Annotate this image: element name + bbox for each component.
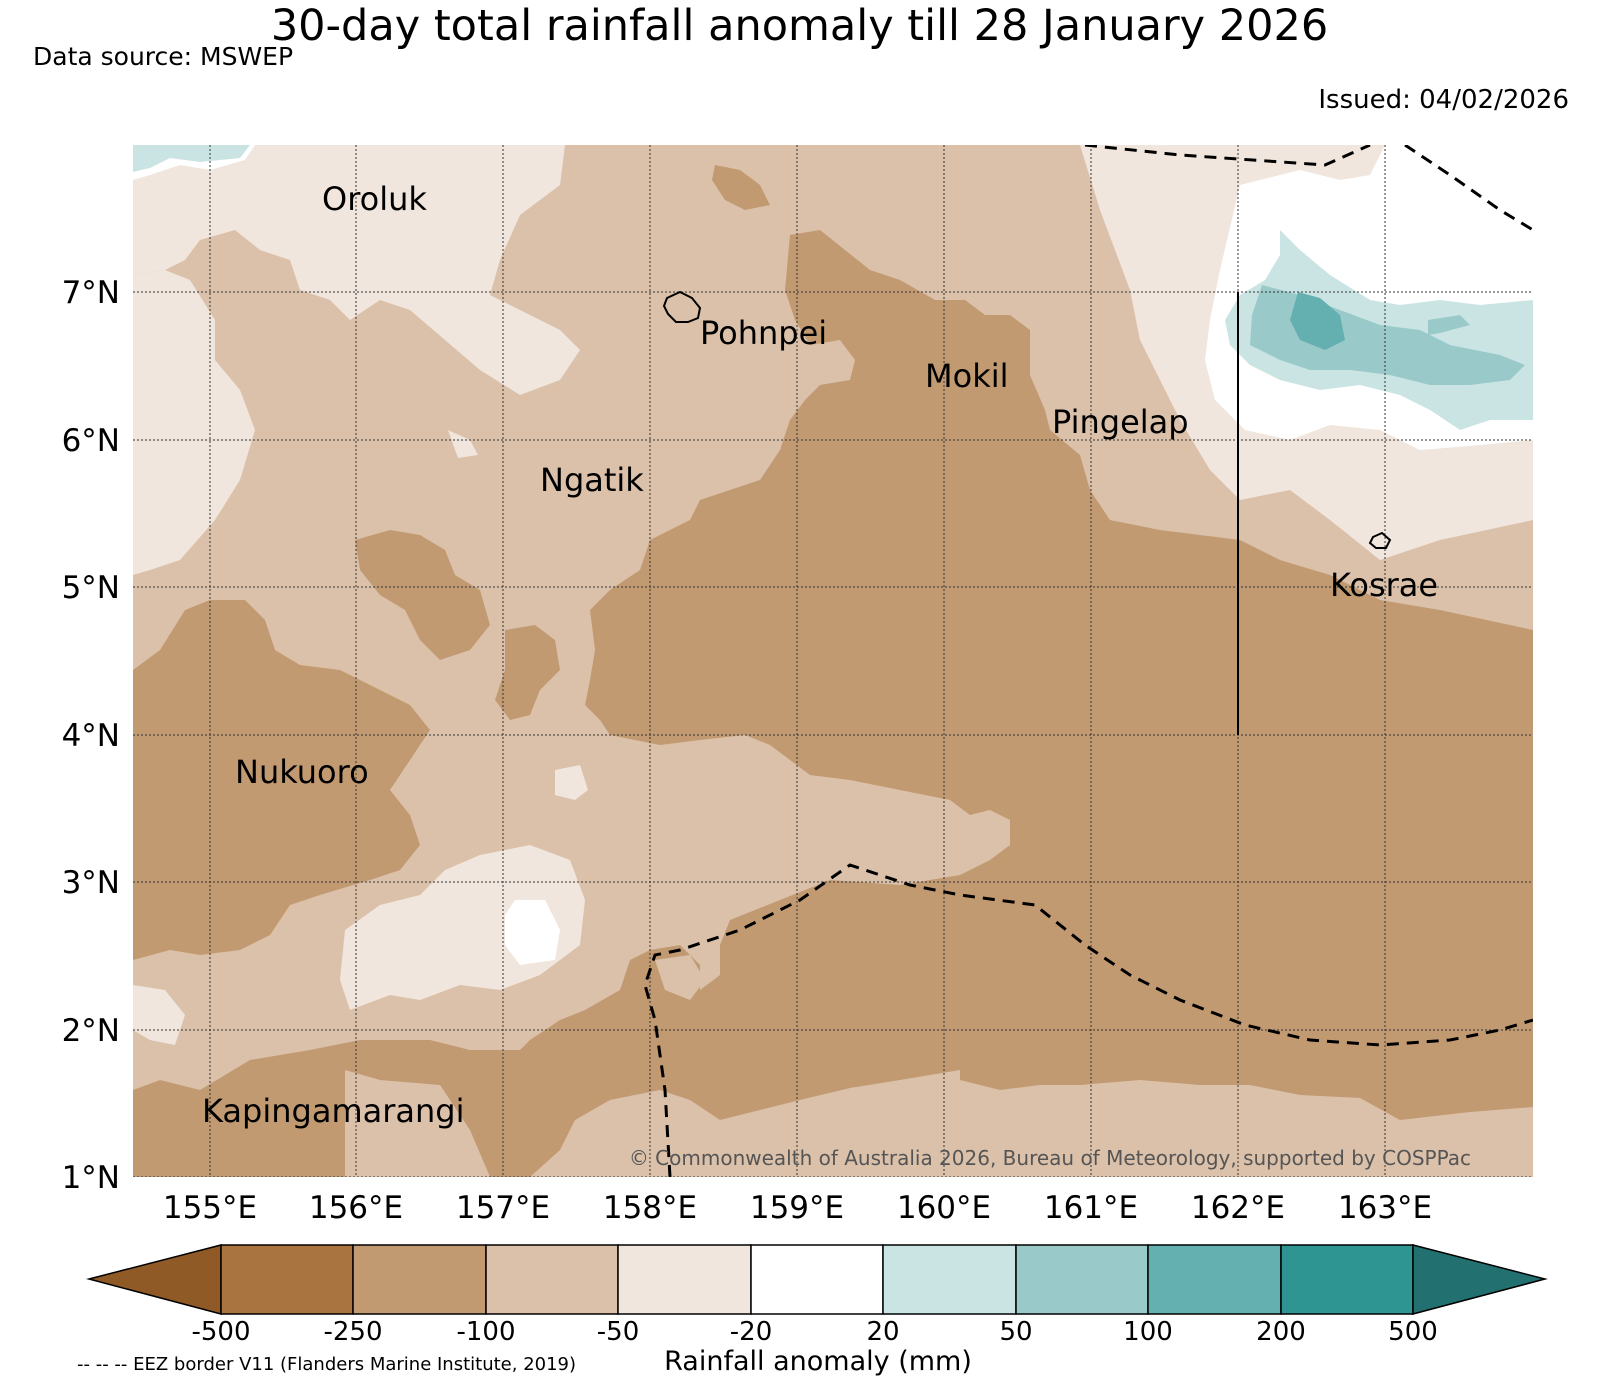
- place-labels: Oroluk Pohnpei Mokil Pingelap Ngatik Kos…: [202, 180, 1438, 1130]
- lat-label: 4°N: [62, 718, 120, 754]
- anomaly-zone-m20-west: [133, 270, 255, 575]
- colorbar-swatch: [882, 1244, 1017, 1315]
- anomaly-zone-m100-south-small: [193, 1120, 230, 1165]
- colorbar-swatch: [220, 1244, 354, 1315]
- lon-label: 160°E: [897, 1190, 991, 1226]
- lat-label: 2°N: [62, 1013, 120, 1049]
- place-label-kapingamarangi: Kapingamarangi: [202, 1092, 464, 1130]
- colorbar-title: Rainfall anomaly (mm): [664, 1346, 972, 1377]
- anomaly-zone-100-ne-b: [1428, 315, 1470, 335]
- eez-legend-note: -- -- -- EEZ border V11 (Flanders Marine…: [77, 1354, 576, 1375]
- colorbar-ticks: -500 -250 -100 -50 -20 20 50 100 200 500: [191, 1317, 1437, 1347]
- place-label-oroluk: Oroluk: [322, 180, 427, 218]
- colorbar-tick-label: 100: [1123, 1317, 1173, 1347]
- colorbar-tick-label: 200: [1256, 1317, 1306, 1347]
- lon-label: 155°E: [163, 1190, 257, 1226]
- anomaly-zone-m20-small-b: [448, 430, 478, 458]
- place-label-nukuoro: Nukuoro: [235, 753, 369, 791]
- colorbar-swatch: [1015, 1244, 1149, 1315]
- colorbar-swatch: [1280, 1244, 1414, 1315]
- lat-label: 6°N: [62, 423, 120, 459]
- colorbar-tick-label: 500: [1388, 1317, 1438, 1347]
- anomaly-zone-m50-intrusion-a: [720, 850, 742, 880]
- colorbar-tick-label: -250: [323, 1317, 382, 1347]
- anomaly-zone-m100-mid-finger: [495, 625, 560, 720]
- place-label-kosrae: Kosrae: [1330, 566, 1438, 604]
- anomaly-zone-20-nw-corner: [133, 145, 250, 172]
- anomaly-zone-m50-intrusion-south: [655, 955, 705, 1000]
- lon-label: 159°E: [750, 1190, 844, 1226]
- longitude-labels: 155°E 156°E 157°E 158°E 159°E 160°E 161°…: [163, 1190, 1432, 1226]
- map-graticule: [133, 145, 1533, 1177]
- colorbar-tick-label: 50: [999, 1317, 1032, 1347]
- lat-label: 3°N: [62, 865, 120, 901]
- eez-border-lines: [643, 145, 1533, 1177]
- colorbar-tick-label: -100: [456, 1317, 515, 1347]
- anomaly-zone-m100-island-west: [355, 530, 490, 660]
- lon-label: 157°E: [456, 1190, 550, 1226]
- colorbar: [86, 1244, 1548, 1315]
- copyright-notice: © Commonwealth of Australia 2026, Bureau…: [629, 1146, 1471, 1170]
- anomaly-zone-m20-south-patch: [340, 845, 585, 1010]
- anomaly-zone-m100-north-small: [712, 165, 770, 210]
- colorbar-swatch: [352, 1244, 487, 1315]
- place-label-mokil: Mokil: [925, 357, 1009, 395]
- anomaly-zone-m20-small-a: [555, 765, 588, 800]
- lat-label: 1°N: [62, 1160, 120, 1196]
- lon-label: 162°E: [1191, 1190, 1285, 1226]
- lon-label: 158°E: [603, 1190, 697, 1226]
- lon-label: 163°E: [1338, 1190, 1432, 1226]
- issued-date-label: Issued: 04/02/2026: [1318, 85, 1569, 115]
- colorbar-tick-label: -20: [730, 1317, 772, 1347]
- page-title: 30-day total rainfall anomaly till 28 Ja…: [270, 1, 1329, 51]
- lon-label: 156°E: [309, 1190, 403, 1226]
- colorbar-extend-high: [1412, 1244, 1548, 1315]
- map-plot-area: © Commonwealth of Australia 2026, Bureau…: [133, 145, 1533, 1177]
- latitude-labels: 7°N 6°N 5°N 4°N 3°N 2°N 1°N: [62, 275, 120, 1196]
- anomaly-zone-neutral-south: [505, 900, 560, 965]
- lat-label: 5°N: [62, 570, 120, 606]
- place-label-pingelap: Pingelap: [1052, 403, 1189, 441]
- colorbar-swatch: [485, 1244, 619, 1315]
- kosrae-island-outline: [1368, 531, 1392, 549]
- lon-label: 161°E: [1044, 1190, 1138, 1226]
- lat-label: 7°N: [62, 275, 120, 311]
- pohnpei-island-outline: [662, 290, 702, 323]
- colorbar-swatch: [750, 1244, 884, 1315]
- colorbar-tick-label: 20: [866, 1317, 899, 1347]
- anomaly-zone-100-northeast: [1290, 292, 1345, 350]
- anomaly-zone-m100-central: [133, 230, 1533, 1177]
- place-label-ngatik: Ngatik: [540, 461, 644, 499]
- colorbar-swatch: [1147, 1244, 1282, 1315]
- colorbar-tick-label: -500: [191, 1317, 250, 1347]
- colorbar-swatch: [617, 1244, 752, 1315]
- colorbar-tick-label: -50: [597, 1317, 639, 1347]
- colorbar-extend-low: [86, 1244, 222, 1315]
- data-source-label: Data source: MSWEP: [33, 42, 294, 71]
- place-label-pohnpei: Pohnpei: [700, 314, 827, 352]
